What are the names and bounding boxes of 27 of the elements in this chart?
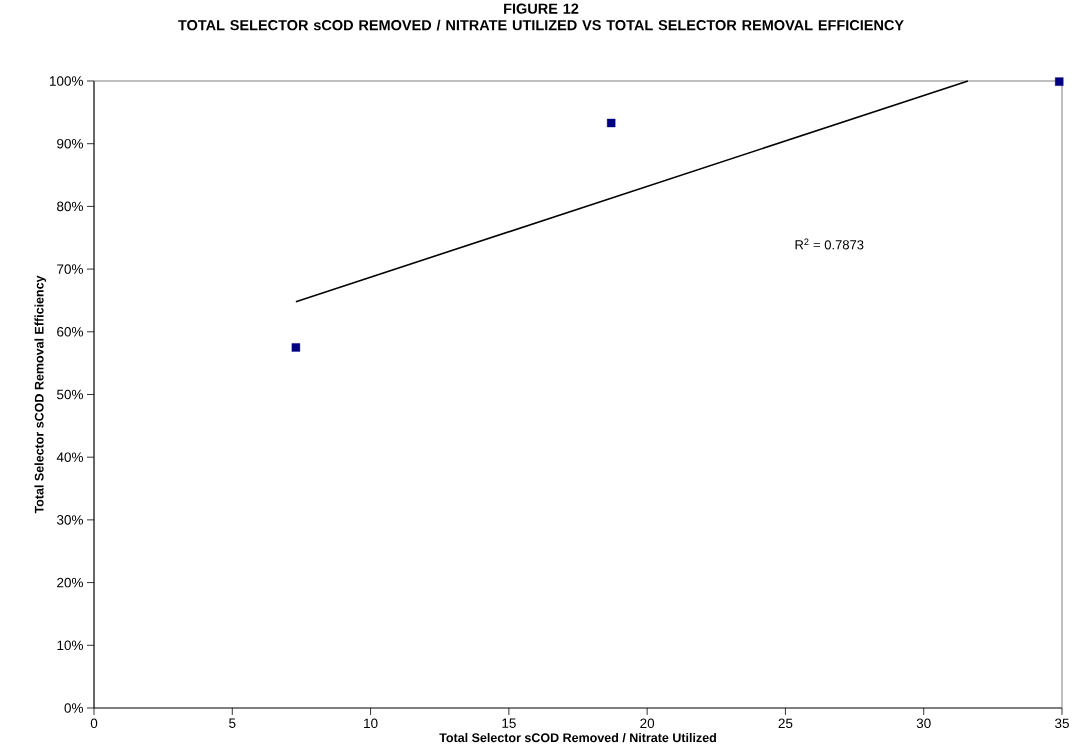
x-tick-label: 0 — [90, 718, 98, 729]
x-tick-label: 35 — [1055, 718, 1069, 729]
x-tick-label: 5 — [229, 718, 236, 728]
x-tick-label: 30 — [916, 718, 931, 729]
point — [291, 343, 301, 352]
y-tick-label: 0% — [64, 703, 83, 713]
chart-subtitle: TOTAL SELECTOR sCOD REMOVED / NITRATE UTILIZED VS TOTAL SELECTOR REMOVAL EFFICIENCY — [178, 19, 904, 31]
y-axis-title: Total Selector sCOD Removal Efficiency — [34, 275, 47, 514]
x-tick-label: 25 — [778, 718, 793, 729]
x-tick-label: 20 — [640, 718, 655, 729]
x-tick-label: 15 — [502, 718, 516, 728]
annotation: R$^{2}$ = 0.7873 — [795, 238, 864, 250]
y-tick-label: 10% — [57, 640, 83, 651]
y-tick-label: 70% — [57, 264, 83, 274]
y-tick-label: 100% — [49, 76, 83, 86]
y-tick-label: 20% — [57, 577, 83, 588]
y-tick-label: 90% — [57, 138, 83, 149]
x-axis-title: Total Selector sCOD Removed / Nitrate Utilized — [439, 732, 716, 743]
x-tick-label: 10 — [364, 718, 378, 729]
y-tick-label: 40% — [56, 452, 83, 462]
y-tick-label: 50% — [56, 389, 83, 400]
y-tick-label: 30% — [56, 515, 83, 525]
point — [1055, 77, 1064, 86]
point — [606, 118, 616, 128]
chart-title: FIGURE 12 — [504, 3, 579, 14]
y-tick-label: 80% — [57, 201, 83, 212]
y-tick-label: 60% — [57, 327, 83, 337]
